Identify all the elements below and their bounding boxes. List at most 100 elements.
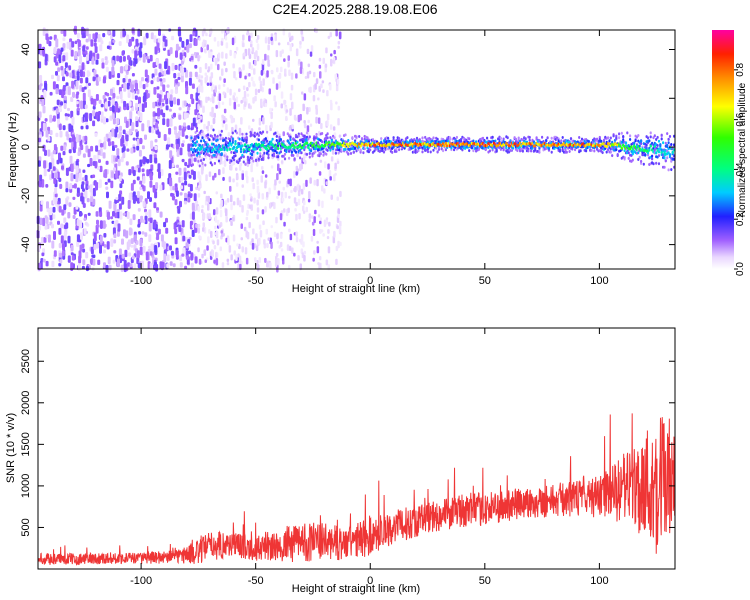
heatmap-cell-2710 [283, 157, 287, 161]
heatmap-cell-1246 [150, 140, 154, 149]
heatmap-cell-2636 [267, 153, 270, 157]
spectrogram-ytick-label-0: -40 [20, 237, 32, 253]
heatmap-cell-1625 [268, 88, 271, 95]
heatmap-cell-2241 [324, 63, 328, 68]
heatmap-cell-1906 [312, 95, 316, 102]
heatmap-cell-538 [146, 158, 150, 164]
heatmap-cell-1307 [113, 204, 117, 213]
heatmap-cell-1965 [217, 40, 220, 47]
heatmap-cell-2236 [201, 253, 204, 259]
heatmap-cell-3873 [550, 136, 553, 140]
heatmap-cell-1683 [283, 208, 286, 213]
heatmap-cell-1129 [55, 38, 59, 48]
heatmap-cell-2031 [332, 126, 336, 131]
heatmap-cell-1870 [223, 108, 227, 114]
heatmap-cell-1514 [260, 69, 264, 76]
heatmap-cell-478 [137, 110, 141, 116]
heatmap-cell-866 [100, 111, 104, 119]
heatmap-cell-729 [102, 152, 106, 159]
heatmap-cell-1962 [264, 181, 267, 189]
heatmap-cell-292 [99, 244, 102, 254]
heatmap-cell-1896 [256, 185, 260, 194]
heatmap-cell-1015 [108, 41, 112, 46]
heatmap-cell-1678 [223, 61, 226, 66]
heatmap-cell-1784 [235, 167, 238, 171]
heatmap-cell-184 [177, 72, 181, 77]
heatmap-cell-4262 [640, 142, 643, 146]
heatmap-cell-1008 [93, 232, 97, 242]
heatmap-cell-2237 [251, 242, 255, 250]
heatmap-cell-2192 [279, 241, 283, 248]
heatmap-cell-2560 [249, 130, 252, 134]
heatmap-cell-2922 [332, 147, 335, 151]
heatmap-cell-1107 [128, 101, 132, 107]
heatmap-cell-871 [59, 183, 63, 189]
heatmap-cell-4361 [662, 141, 665, 145]
heatmap-cell-1990 [256, 264, 260, 272]
heatmap-cell-913 [164, 61, 168, 70]
heatmap-cell-1833 [325, 217, 329, 221]
heatmap-cell-3233 [403, 146, 406, 150]
heatmap-cell-119 [90, 98, 94, 105]
heatmap-cell-2012 [282, 28, 286, 36]
heatmap-cell-1776 [198, 185, 201, 189]
heatmap-cell-2053 [209, 82, 212, 87]
heatmap-cell-1570 [327, 163, 330, 170]
heatmap-cell-1019 [76, 234, 80, 243]
heatmap-cell-957 [70, 252, 74, 256]
heatmap-cell-2271 [280, 160, 284, 164]
heatmap-cell-1865 [226, 28, 229, 34]
heatmap-cell-1234 [145, 251, 149, 261]
heatmap-cell-1681 [299, 40, 302, 46]
heatmap-cell-2030 [236, 197, 240, 206]
heatmap-cell-2704 [282, 154, 285, 158]
heatmap-cell-3043 [359, 144, 362, 148]
heatmap-cell-504 [72, 91, 75, 98]
heatmap-cell-964 [192, 171, 196, 180]
heatmap-cell-676 [135, 38, 139, 48]
heatmap-cell-359 [166, 263, 170, 269]
heatmap-cell-2131 [261, 166, 264, 170]
heatmap-cell-1831 [251, 177, 254, 183]
heatmap-cell-2245 [227, 237, 230, 246]
heatmap-cell-2294 [198, 235, 201, 240]
heatmap-cell-811 [176, 98, 180, 106]
heatmap-cell-2161 [270, 121, 273, 129]
heatmap-cell-1297 [76, 192, 80, 197]
heatmap-cell-3333 [426, 150, 430, 154]
heatmap-cell-1145 [135, 102, 139, 108]
heatmap-cell-2872 [321, 132, 324, 135]
heatmap-cell-1098 [175, 79, 179, 84]
heatmap-cell-173 [126, 34, 130, 44]
heatmap-cell-2256 [221, 233, 224, 238]
heatmap-cell-1867 [210, 124, 213, 130]
heatmap-cell-1908 [253, 68, 256, 75]
heatmap-cell-2200 [228, 176, 232, 183]
heatmap-cell-3777 [528, 138, 531, 142]
heatmap-cell-2229 [212, 96, 215, 104]
heatmap-cell-834 [73, 183, 77, 189]
heatmap-cell-2416 [216, 134, 219, 138]
heatmap-cell-2023 [264, 206, 267, 213]
heatmap-cell-862 [67, 235, 71, 244]
heatmap-cell-293 [194, 256, 198, 264]
heatmap-cell-4304 [649, 131, 652, 135]
heatmap-cell-1843 [282, 260, 285, 265]
heatmap-cell-2887 [323, 143, 327, 147]
heatmap-cell-95 [68, 65, 72, 71]
heatmap-cell-1485 [278, 81, 281, 89]
heatmap-cell-58 [110, 180, 114, 189]
heatmap-cell-2226 [275, 83, 279, 90]
heatmap-cell-701 [92, 120, 96, 127]
heatmap-cell-22 [70, 49, 74, 57]
heatmap-cell-2552 [248, 158, 251, 162]
heatmap-cell-282 [112, 145, 115, 152]
heatmap-cell-1992 [299, 44, 302, 49]
heatmap-cell-2154 [202, 227, 205, 232]
heatmap-cell-1916 [232, 201, 236, 206]
heatmap-cell-1240 [134, 58, 138, 65]
heatmap-cell-2905 [327, 141, 331, 145]
heatmap-cell-2247 [258, 257, 261, 264]
heatmap-cell-1816 [205, 174, 208, 182]
heatmap-cell-1563 [257, 191, 261, 199]
